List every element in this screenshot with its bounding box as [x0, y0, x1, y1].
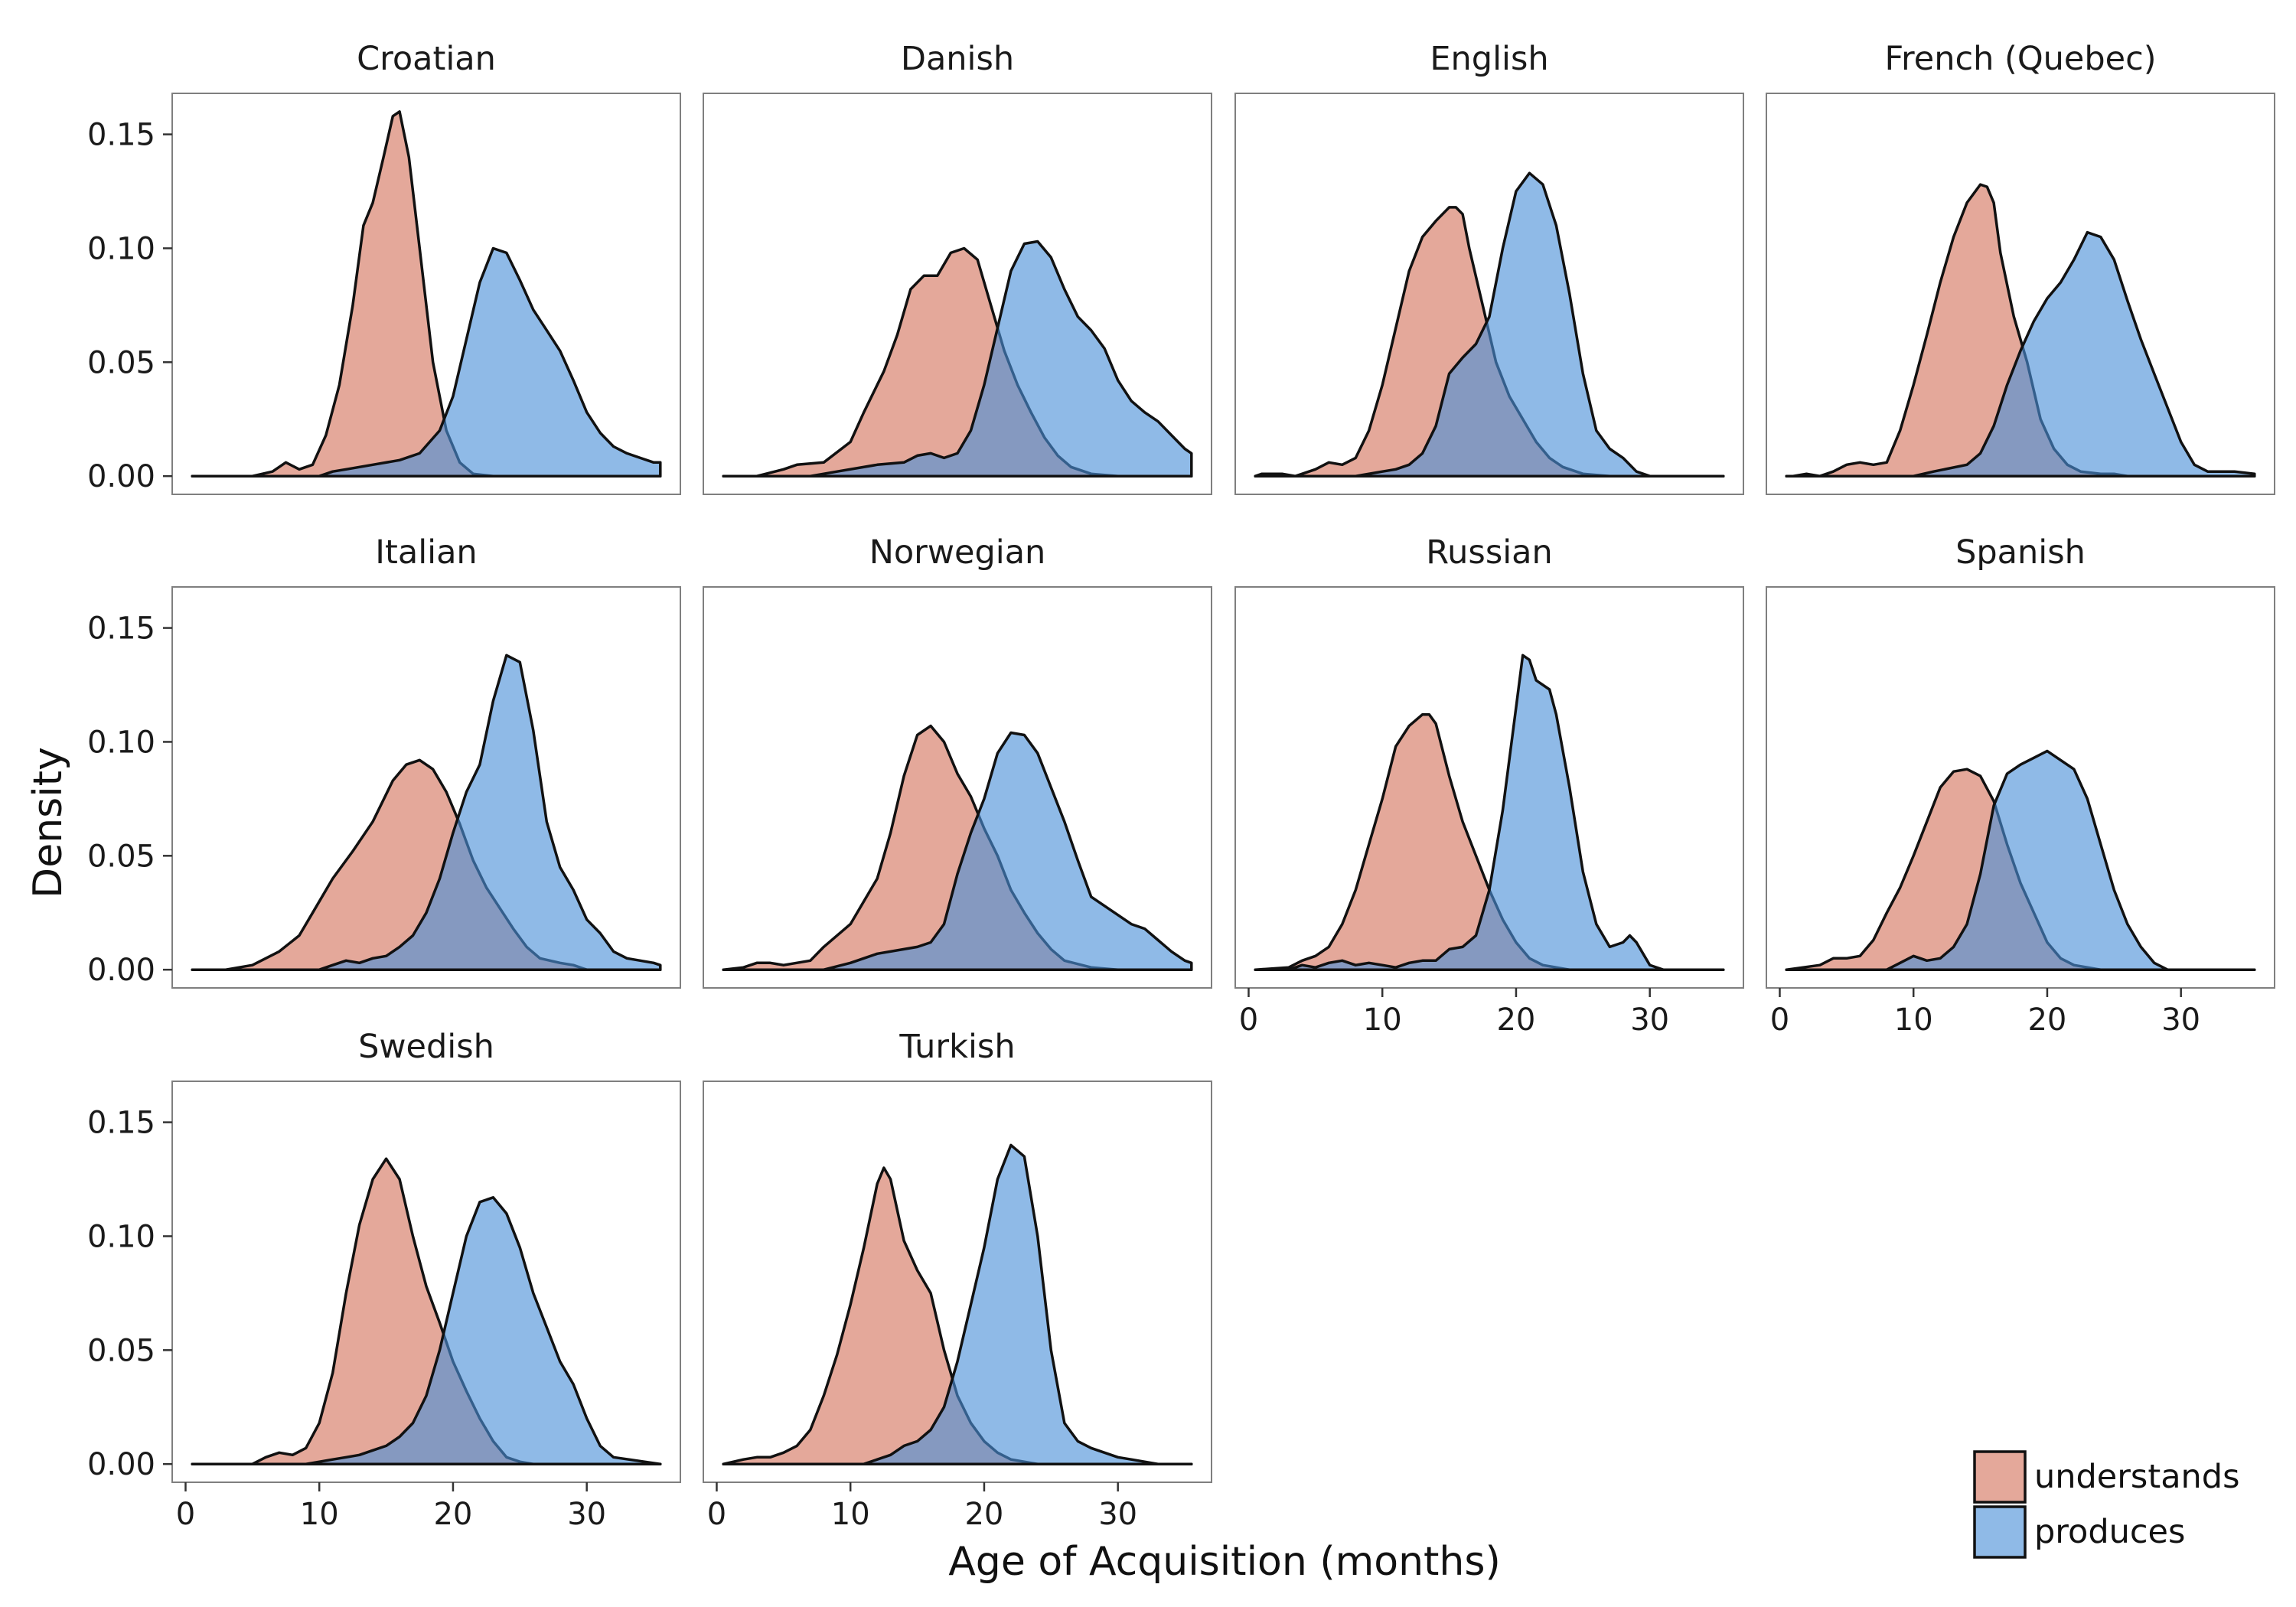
legend-label-produces: produces	[2034, 1513, 2185, 1551]
density-area-group	[722, 1143, 1193, 1465]
density-area-group	[1785, 183, 2256, 478]
facet-danish: Danish	[703, 40, 1212, 495]
y-tick-label: 0.10	[87, 725, 155, 760]
facet-title: Danish	[901, 40, 1014, 78]
legend-swatch-understands	[1973, 1450, 2027, 1504]
y-tick-label: 0.00	[87, 459, 155, 494]
density-area-group	[191, 1157, 662, 1465]
y-tick-label: 0.15	[87, 611, 155, 647]
density-produces	[191, 1196, 662, 1465]
y-tick-label: 0.10	[87, 231, 155, 266]
y-axis-title: Density	[25, 747, 71, 898]
y-tick-label: 0.10	[87, 1219, 155, 1254]
x-tick-label: 0	[176, 1497, 195, 1532]
x-axis-title: Age of Acquisition (months)	[948, 1539, 1501, 1585]
facet-spanish: Spanish 0 10 20 30	[1766, 533, 2275, 1038]
y-tick-label: 0.15	[87, 1106, 155, 1141]
x-tick-label: 0	[1239, 1002, 1258, 1038]
density-produces	[1785, 230, 2256, 478]
density-produces	[191, 246, 662, 478]
x-tick-label: 20	[433, 1497, 472, 1532]
density-produces	[1254, 654, 1725, 971]
x-tick-label: 30	[1630, 1002, 1669, 1038]
facet-title: French (Quebec)	[1884, 40, 2156, 78]
facet-french-quebec: French (Quebec)	[1766, 40, 2275, 495]
x-tick-label: 10	[1894, 1002, 1933, 1038]
density-produces	[722, 1143, 1193, 1465]
x-tick-label: 10	[831, 1497, 870, 1532]
y-tick-label: 0.05	[87, 345, 155, 380]
density-area-group	[722, 724, 1193, 971]
y-tick-label: 0.00	[87, 1447, 155, 1482]
x-tick-label: 10	[1363, 1002, 1402, 1038]
density-area-group	[1254, 171, 1725, 478]
facet-title: Swedish	[358, 1028, 494, 1066]
facet-croatian: Croatian 0.00 0.05 0.10 0.15	[87, 40, 681, 495]
facet-title: Turkish	[899, 1028, 1015, 1066]
y-tick-label: 0.15	[87, 118, 155, 153]
density-area-group	[191, 110, 662, 478]
legend-label-understands: understands	[2034, 1458, 2240, 1496]
x-tick-label: 10	[300, 1497, 339, 1532]
legend: understands produces	[1973, 1450, 2240, 1559]
legend-swatch-produces	[1973, 1505, 2027, 1559]
y-tick-label: 0.05	[87, 1333, 155, 1368]
x-tick-label: 0	[1770, 1002, 1789, 1038]
facet-title: Russian	[1426, 533, 1553, 572]
density-produces	[722, 731, 1193, 971]
facet-title: Italian	[375, 533, 477, 572]
facet-swedish: Swedish 0.00 0.05 0.10 0.15 0 10 20 30	[87, 1028, 681, 1532]
x-tick-label: 30	[1098, 1497, 1137, 1532]
density-area-group	[1254, 654, 1725, 971]
facet-italian: Italian 0.00 0.05 0.10 0.15	[87, 533, 681, 989]
density-area-group	[191, 654, 662, 971]
x-tick-label: 20	[964, 1497, 1003, 1532]
facet-title: English	[1430, 40, 1548, 78]
x-tick-label: 20	[1496, 1002, 1535, 1038]
facet-title: Croatian	[357, 40, 496, 78]
density-produces	[1254, 171, 1725, 478]
density-produces	[191, 654, 662, 971]
density-produces	[1785, 749, 2256, 971]
y-tick-label: 0.00	[87, 953, 155, 988]
x-tick-label: 0	[707, 1497, 726, 1532]
y-tick-label: 0.05	[87, 839, 155, 874]
facet-turkish: Turkish 0 10 20 30	[703, 1028, 1212, 1532]
density-produces	[722, 240, 1193, 478]
facet-title: Norwegian	[869, 533, 1046, 572]
facet-english: English	[1234, 40, 1744, 495]
facet-russian: Russian 0 10 20 30	[1234, 533, 1744, 1038]
density-area-group	[1785, 749, 2256, 971]
x-tick-label: 20	[2027, 1002, 2066, 1038]
facet-norwegian: Norwegian	[703, 533, 1212, 989]
facet-title: Spanish	[1955, 533, 2086, 572]
density-area-group	[722, 240, 1193, 478]
x-tick-label: 30	[567, 1497, 606, 1532]
x-tick-label: 30	[2161, 1002, 2200, 1038]
